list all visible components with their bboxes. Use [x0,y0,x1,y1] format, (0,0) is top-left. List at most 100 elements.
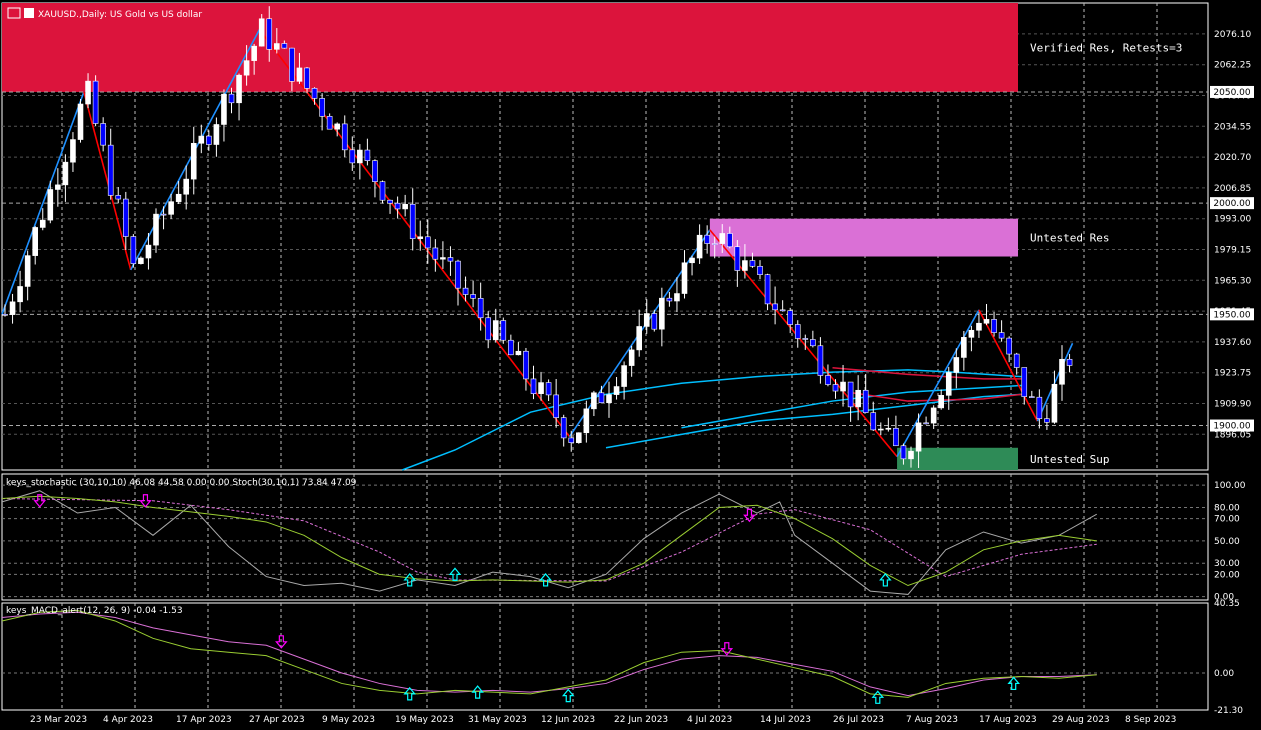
candle [1066,358,1073,366]
candle [877,428,884,431]
x-tick-label: 4 Jul 2023 [687,715,732,725]
candle [666,297,673,302]
candle [530,378,537,394]
candle [885,427,892,430]
candle [387,199,393,204]
candle [92,80,99,124]
stoch-up-arrow-icon [403,572,416,587]
candle [1036,396,1043,419]
x-tick-label: 4 Apr 2023 [103,715,153,725]
candle [923,422,929,425]
candle [659,297,665,330]
zone-label: Verified Res, Retests=3 [1030,41,1182,54]
candle [334,123,341,130]
candle [115,195,122,200]
y-tick-label: 2020.70 [1214,153,1251,163]
candle [319,98,325,117]
candle [160,213,167,216]
candle [462,287,469,295]
symbol-title: XAUUSD.,Daily: US Gold vs US dollar [38,10,202,20]
price-level-value: 2050.00 [1213,88,1250,98]
candle [757,265,763,275]
candle [598,392,605,404]
zone-label: Untested Res [1030,232,1109,245]
candle [77,103,84,140]
candle [379,181,386,201]
moving-average-0 [401,369,1022,471]
x-tick-label: 19 May 2023 [395,715,454,725]
candle [938,395,945,409]
macd-up-arrow-icon [1007,676,1020,691]
macd-up-arrow-icon [561,688,575,703]
candle [213,124,220,145]
x-tick-label: 27 Apr 2023 [249,715,305,725]
stoch-up-arrow-icon [539,572,552,587]
candle [726,233,733,248]
candle [281,43,288,49]
candle [243,60,250,76]
candle [810,339,816,347]
stoch-tick-label: 50.00 [1214,537,1240,547]
candle [372,160,378,182]
zone-1 [709,218,1018,257]
candle [817,345,824,376]
stoch-raw-line [1,490,1097,595]
candle [998,332,1005,339]
stoch-tick-label: 20.00 [1214,570,1240,580]
candle [266,18,273,50]
stoch-title: keys_stochastic (30,10,10) 46.08 44.58 0… [6,478,357,488]
chart-menu-icon[interactable] [7,7,21,19]
candle [17,286,23,303]
y-tick-label: 1979.15 [1214,246,1251,256]
stoch-tick-label: 30.00 [1214,559,1240,569]
moving-average-3 [832,366,1022,380]
candle [711,243,718,245]
price-level-badge [1210,308,1254,321]
x-tick-label: 17 Aug 2023 [979,715,1037,725]
candle [394,202,401,210]
macd-title: keys_MACD_alert(12, 26, 9) -0.04 -1.53 [6,606,183,616]
y-tick-label: 1909.90 [1214,400,1251,410]
candle [545,382,552,396]
candle [477,298,484,319]
candle [734,246,741,271]
moving-average-2 [605,393,1022,449]
macd-tick-label: 40.35 [1214,599,1240,609]
y-tick-label: 1965.30 [1214,276,1251,286]
candle [440,257,446,260]
candle [628,349,635,366]
x-tick-label: 29 Aug 2023 [1052,715,1110,725]
candle [870,412,877,431]
candle [198,135,205,144]
stoch-down-arrow-icon [139,494,152,508]
candle [138,257,144,264]
candle [900,445,907,460]
candle [168,201,174,215]
price-level-value: 1950.00 [1213,310,1250,320]
zone-label: Untested Sup [1030,453,1109,466]
candle [976,322,982,331]
candle [424,236,431,249]
y-tick-label: 2062.25 [1214,61,1251,71]
price-level-badge [1210,197,1254,210]
stoch-up-arrow-icon [879,572,892,587]
candle [85,80,91,105]
candle [674,293,680,302]
candle [417,236,424,239]
candle [508,339,514,356]
candle [930,407,937,424]
candle [492,320,499,341]
candle [55,184,61,190]
stoch-up-arrow-icon [448,567,462,581]
pane-macd [1,602,1209,711]
macd-tick-label: -21.30 [1214,706,1243,716]
price-level-badge [1210,85,1254,98]
candle [228,93,235,104]
candle [258,18,265,47]
macd-down-arrow-icon [275,635,288,649]
stoch-main-line [1,495,1097,587]
candle [123,198,129,237]
zigzag-segment [83,91,132,271]
candle [719,233,726,244]
